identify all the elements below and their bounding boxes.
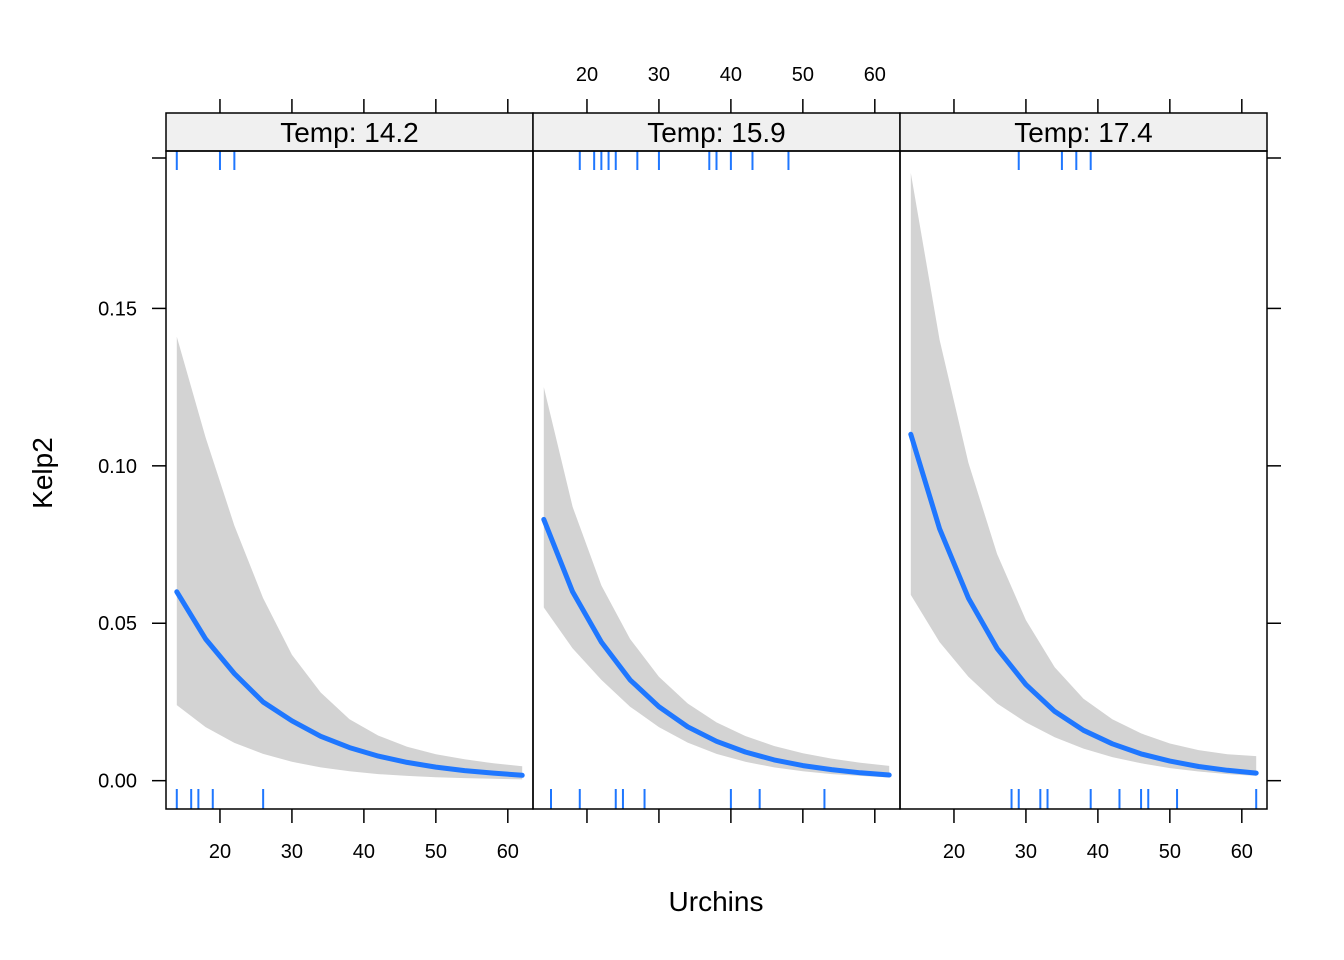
x-tick-label-top: 40 — [720, 64, 742, 86]
y-tick-label: 0.05 — [98, 613, 137, 635]
x-tick-label-top: 20 — [576, 64, 598, 86]
panel-1: Temp: 14.2 — [165, 112, 534, 810]
x-tick-label-top: 60 — [864, 64, 886, 86]
fit-line-3 — [908, 431, 1259, 776]
confidence-band-1 — [176, 336, 523, 780]
x-tick-label-bottom: 20 — [209, 841, 231, 863]
fit-line-1 — [174, 589, 525, 778]
x-tick-label-top: 50 — [792, 64, 814, 86]
x-tick-label-bottom: 20 — [943, 841, 965, 863]
confidence-band-3 — [910, 173, 1257, 776]
panel-border-2 — [532, 150, 901, 810]
strip-3 — [899, 112, 1268, 152]
x-tick-label-bottom: 40 — [1087, 841, 1109, 863]
strip-label-2: Temp: 15.9 — [647, 117, 786, 148]
y-tick-label: 0.00 — [98, 771, 137, 793]
x-tick-label-bottom: 30 — [1015, 841, 1037, 863]
confidence-band-2 — [543, 387, 890, 778]
panel-3: Temp: 17.4 — [899, 112, 1268, 810]
x-tick-label-top: 30 — [648, 64, 670, 86]
y-tick-label: 0.15 — [98, 298, 137, 320]
x-tick-label-bottom: 60 — [1231, 841, 1253, 863]
x-tick-label-bottom: 50 — [1159, 841, 1181, 863]
y-tick-label: 0.10 — [98, 456, 137, 478]
x-axis-title: Urchins — [669, 886, 764, 917]
x-tick-label-bottom: 40 — [353, 841, 375, 863]
strip-2 — [532, 112, 901, 152]
axes-layer: 20 30 40 50 60 20 30 40 50 60 20 30 40 50 60 0.00 0.05 0.… — [98, 64, 1281, 863]
panels-layer: Temp: 14.2 Temp: 15.9 Temp: 17.4 — [165, 112, 1268, 810]
panel-2: Temp: 15.9 — [532, 112, 901, 810]
strip-label-3: Temp: 17.4 — [1014, 117, 1153, 148]
x-tick-label-bottom: 50 — [425, 841, 447, 863]
panel-border-3 — [899, 150, 1268, 810]
x-tick-label-bottom: 60 — [497, 841, 519, 863]
y-axis-title: Kelp2 — [27, 437, 58, 509]
strip-label-1: Temp: 14.2 — [280, 117, 419, 148]
x-tick-label-bottom: 30 — [281, 841, 303, 863]
fit-line-2 — [541, 516, 892, 778]
